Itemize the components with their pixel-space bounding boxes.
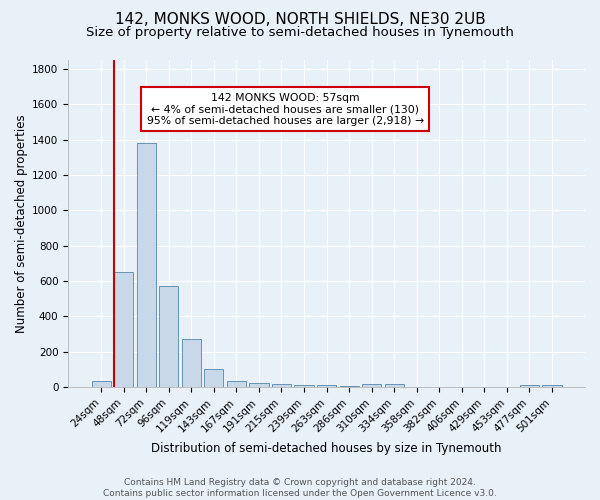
Bar	[542, 386, 562, 387]
Bar	[295, 386, 314, 387]
Bar	[205, 370, 223, 387]
Bar	[182, 340, 201, 387]
Y-axis label: Number of semi-detached properties: Number of semi-detached properties	[15, 114, 28, 333]
Bar	[250, 382, 269, 387]
Bar	[92, 381, 111, 387]
Text: Size of property relative to semi-detached houses in Tynemouth: Size of property relative to semi-detach…	[86, 26, 514, 39]
Bar	[362, 384, 381, 387]
Bar	[385, 384, 404, 387]
Bar	[227, 381, 246, 387]
Bar	[137, 143, 156, 387]
Text: 142, MONKS WOOD, NORTH SHIELDS, NE30 2UB: 142, MONKS WOOD, NORTH SHIELDS, NE30 2UB	[115, 12, 485, 28]
X-axis label: Distribution of semi-detached houses by size in Tynemouth: Distribution of semi-detached houses by …	[151, 442, 502, 455]
Bar	[340, 386, 359, 387]
Text: Contains HM Land Registry data © Crown copyright and database right 2024.
Contai: Contains HM Land Registry data © Crown c…	[103, 478, 497, 498]
Bar	[317, 386, 336, 387]
Bar	[159, 286, 178, 387]
Bar	[520, 386, 539, 387]
Text: 142 MONKS WOOD: 57sqm
← 4% of semi-detached houses are smaller (130)
95% of semi: 142 MONKS WOOD: 57sqm ← 4% of semi-detac…	[146, 92, 424, 126]
Bar	[272, 384, 291, 387]
Bar	[114, 272, 133, 387]
